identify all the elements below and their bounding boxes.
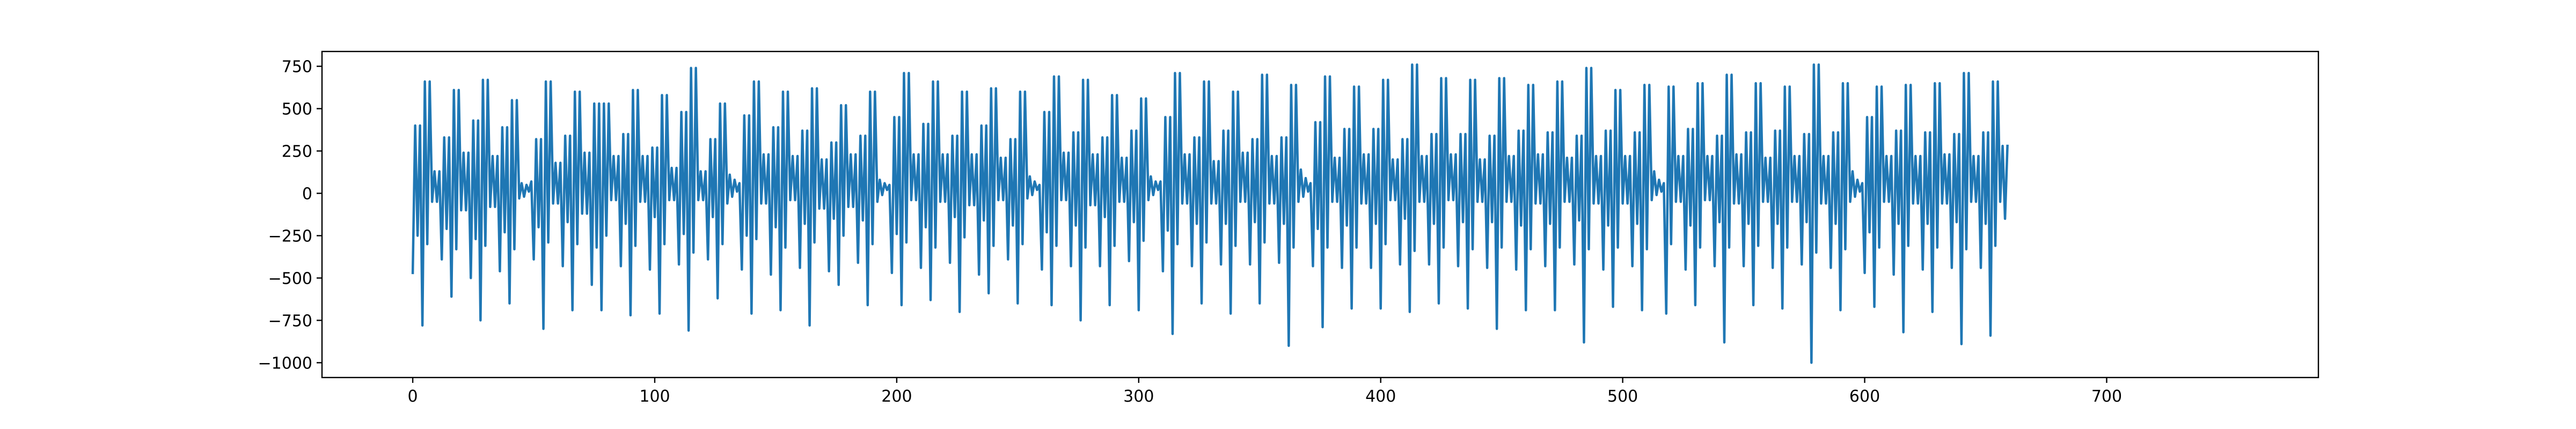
y-tick-label: −750 bbox=[268, 312, 312, 330]
x-tick-label: 300 bbox=[1123, 387, 1154, 406]
y-tick-label: 0 bbox=[302, 185, 312, 204]
x-tick-label: 0 bbox=[408, 387, 418, 406]
x-tick-label: 400 bbox=[1365, 387, 1396, 406]
y-tick-label: −250 bbox=[268, 227, 312, 246]
plot-area bbox=[321, 50, 2319, 379]
axes-frame bbox=[321, 50, 2319, 379]
x-tick-label: 600 bbox=[1849, 387, 1880, 406]
x-tick-label: 200 bbox=[881, 387, 912, 406]
x-tick-label: 700 bbox=[2091, 387, 2122, 406]
x-axis: 0 100 200 300 400 500 600 700 bbox=[408, 378, 2122, 406]
y-tick-label: 750 bbox=[282, 58, 312, 77]
x-tick-label: 100 bbox=[639, 387, 670, 406]
series-line bbox=[411, 63, 2009, 364]
y-tick-label: −500 bbox=[268, 269, 312, 288]
y-tick-label: 500 bbox=[282, 100, 312, 119]
y-tick-label: 250 bbox=[282, 143, 312, 161]
y-tick-label: −1000 bbox=[258, 354, 312, 373]
y-axis: −1000 −750 −500 −250 0 250 500 750 bbox=[258, 58, 322, 373]
x-tick-label: 500 bbox=[1607, 387, 1638, 406]
